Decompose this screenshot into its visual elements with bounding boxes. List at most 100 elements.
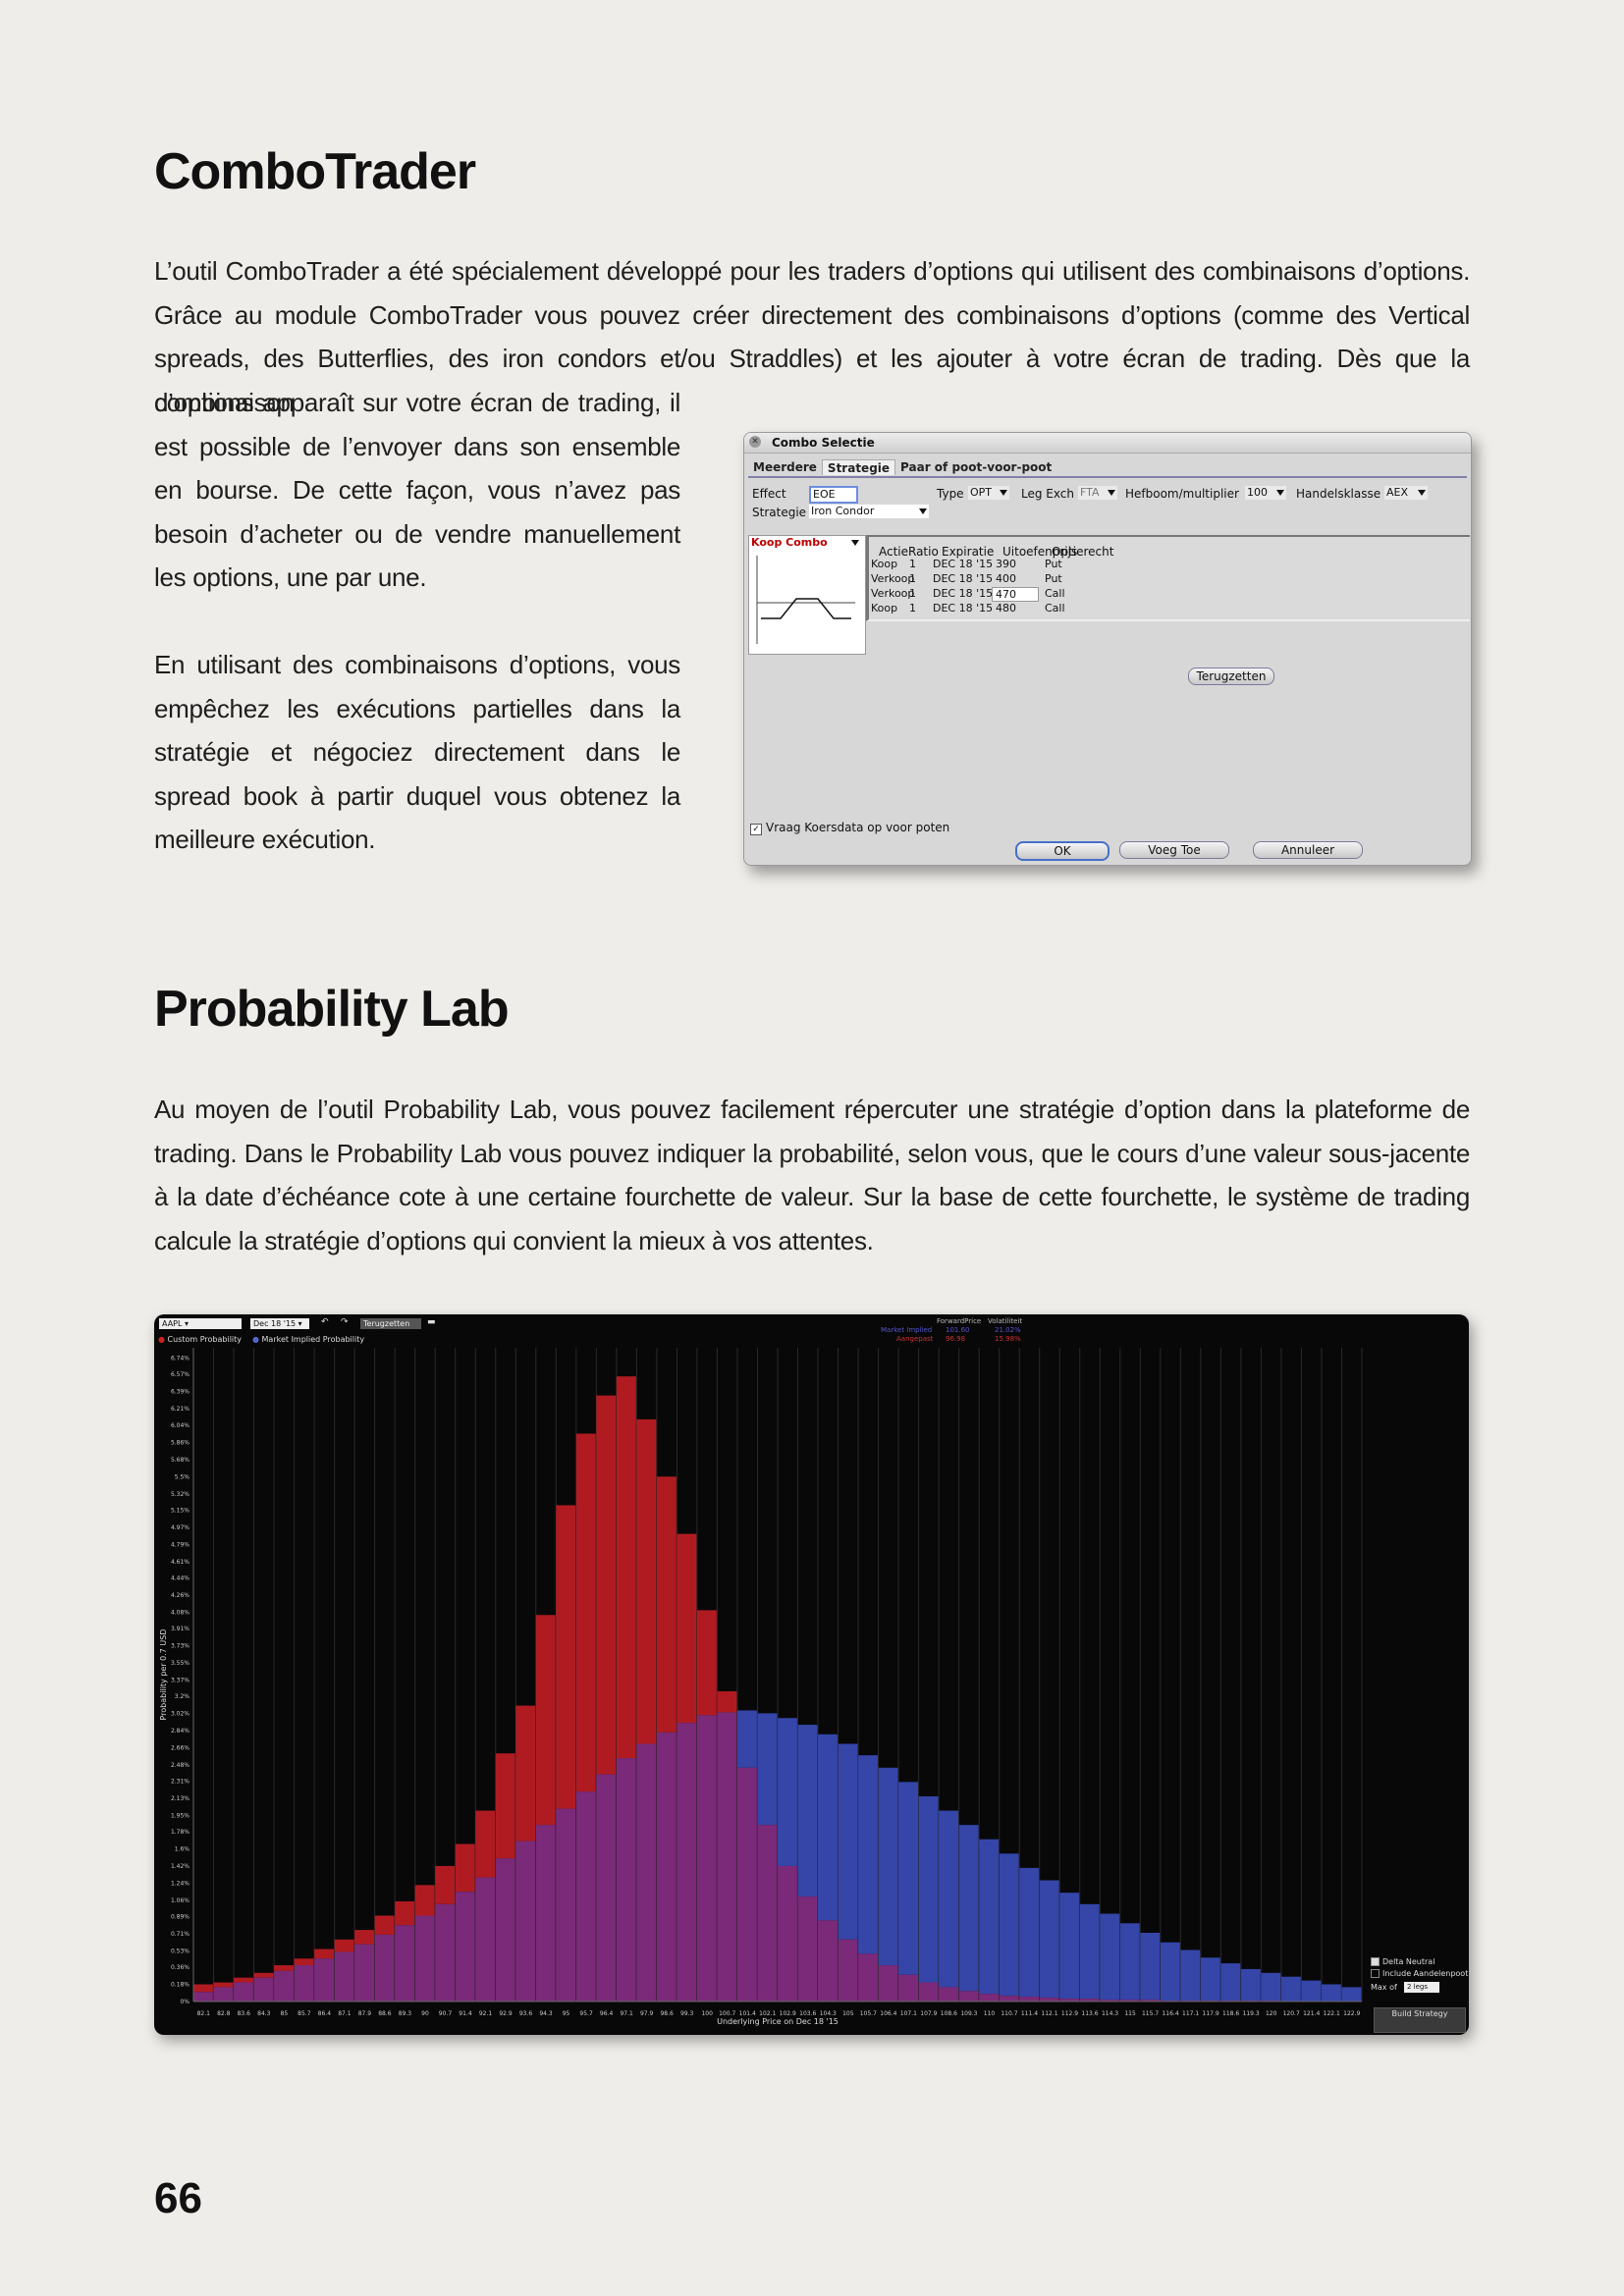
overlap-bar xyxy=(515,1841,536,2002)
y-tick-label: 1.6% xyxy=(175,1845,190,1852)
cancel-button[interactable]: Annuleer xyxy=(1253,841,1363,859)
custom-bar xyxy=(314,1949,335,1959)
overlap-bar xyxy=(797,1896,818,2002)
tab-paar[interactable]: Paar of poot-voor-poot xyxy=(900,460,1053,474)
symbol-select[interactable]: AAPL ▾ xyxy=(159,1318,242,1329)
undo-icon[interactable]: ↶ xyxy=(321,1317,329,1327)
type-label: Type xyxy=(937,487,964,501)
camera-icon[interactable]: ▬ xyxy=(427,1317,436,1327)
custom-bar xyxy=(696,1610,717,1716)
payoff-diagram xyxy=(756,556,855,644)
market-bar xyxy=(898,1782,919,1975)
y-tick-label: 0.89% xyxy=(171,1913,189,1920)
class-value: AEX xyxy=(1386,486,1409,499)
overlap-bar xyxy=(596,1774,617,2002)
effect-field[interactable]: EOE xyxy=(809,486,858,504)
y-tick-label: 0.71% xyxy=(171,1931,189,1938)
expiry-select[interactable]: Dec 18 '15 ▾ xyxy=(250,1318,309,1329)
page-number: 66 xyxy=(154,2174,202,2222)
custom-bar xyxy=(193,1984,213,1993)
overlap-bar xyxy=(395,1925,415,2002)
market-bar xyxy=(1039,1880,1059,1999)
custom-dot-icon: ● xyxy=(158,1335,165,1344)
market-bar xyxy=(1200,1957,1220,2002)
tab-bar: Meerdere Strategie Paar of poot-voor-poo… xyxy=(748,459,1056,475)
market-bar xyxy=(878,1767,898,1966)
x-tick-label: 82.8 xyxy=(217,2010,231,2017)
market-bar xyxy=(1341,1987,1362,2002)
market-bar xyxy=(1100,1913,1120,2001)
overlap-bar xyxy=(234,1982,253,2002)
market-bar xyxy=(1119,1923,1140,2001)
market-bar xyxy=(1059,1893,1080,2000)
custom-bar xyxy=(435,1865,456,1904)
leg-actie: Verkoop xyxy=(871,587,915,600)
overlap-bar xyxy=(1039,1998,1059,2002)
custom-bar xyxy=(596,1395,617,1775)
y-tick-label: 4.97% xyxy=(171,1524,189,1531)
leg-ratio: 1 xyxy=(909,558,916,570)
tab-strategie[interactable]: Strategie xyxy=(821,459,896,475)
probability-chart[interactable]: 0% 0.18% 0.36% 0.53% 0.71% 0.89% 1.06% 1.24% 1.4… xyxy=(154,1314,1469,2035)
overlap-bar xyxy=(314,1958,335,2002)
y-tick-label: 1.06% xyxy=(171,1897,189,1904)
legend-custom[interactable]: ● Custom Probability xyxy=(158,1335,242,1344)
symbol-value: AAPL xyxy=(162,1319,183,1328)
leg-expiratie: DEC 18 '15 xyxy=(933,558,994,570)
y-tick-label: 3.02% xyxy=(171,1710,189,1717)
build-strategy-button[interactable]: Build Strategy xyxy=(1374,2007,1466,2033)
x-tick-label: 119.3 xyxy=(1243,2010,1260,2017)
x-tick-label: 87.1 xyxy=(338,2010,352,2017)
y-tick-label: 0.53% xyxy=(171,1948,189,1954)
custom-bar xyxy=(656,1476,677,1733)
class-select[interactable]: AEX xyxy=(1384,486,1428,500)
max-legs-select[interactable]: 2 legs xyxy=(1404,1982,1439,1993)
reset-button[interactable]: Terugzetten xyxy=(1188,667,1274,685)
col-actie: Actie xyxy=(879,545,909,559)
x-tick-label: 118.6 xyxy=(1222,2010,1239,2017)
overlap-bar xyxy=(334,1951,354,2002)
koop-combo-select[interactable]: Koop Combo xyxy=(749,536,861,550)
x-tick-label: 115 xyxy=(1124,2010,1136,2017)
multiplier-select[interactable]: 100 xyxy=(1245,486,1286,500)
tab-meerdere[interactable]: Meerdere xyxy=(753,460,817,474)
y-tick-label: 6.21% xyxy=(171,1406,189,1413)
lab-reset-button[interactable]: Terugzetten xyxy=(360,1318,421,1329)
market-bar xyxy=(1301,1980,1322,2002)
close-icon[interactable]: ✕ xyxy=(749,436,761,448)
add-button[interactable]: Voeg Toe xyxy=(1119,841,1229,859)
strategy-select[interactable]: Iron Condor xyxy=(809,505,929,518)
overlap-bar xyxy=(414,1915,435,2002)
overlap-bar xyxy=(616,1758,636,2002)
include-stock-option[interactable]: Include Aandelenpoot xyxy=(1371,1969,1468,1978)
market-bar xyxy=(1019,1867,1040,1998)
leg-actie: Koop xyxy=(871,558,898,570)
leg-exch-value: FTA xyxy=(1080,486,1100,499)
leg-exch-select[interactable]: FTA xyxy=(1078,486,1117,500)
overlap-bar xyxy=(656,1732,677,2002)
window-titlebar: ✕ Combo Selectie xyxy=(744,433,1471,454)
ok-button[interactable]: OK xyxy=(1015,841,1110,861)
leg-ratio: 1 xyxy=(909,602,916,614)
y-tick-label: 2.66% xyxy=(171,1744,189,1751)
x-tick-label: 101.4 xyxy=(739,2010,756,2017)
leg-actie: Verkoop xyxy=(871,572,915,585)
overlap-bar xyxy=(858,1953,878,2002)
overlap-bar xyxy=(294,1965,314,2002)
overlap-bar xyxy=(495,1858,515,2002)
y-tick-label: 6.39% xyxy=(171,1389,189,1396)
leg-actie: Koop xyxy=(871,602,898,614)
type-select[interactable]: OPT xyxy=(968,486,1009,500)
y-tick-label: 4.08% xyxy=(171,1609,189,1616)
delta-neutral-option[interactable]: Delta Neutral xyxy=(1371,1957,1435,1966)
chevron-down-icon xyxy=(851,540,859,546)
market-bar xyxy=(1261,1972,1281,2002)
custom-bar xyxy=(575,1433,596,1792)
x-tick-label: 113.6 xyxy=(1081,2010,1098,2017)
x-tick-label: 112.9 xyxy=(1061,2010,1078,2017)
redo-icon[interactable]: ↷ xyxy=(341,1317,349,1327)
legend-market[interactable]: ● Market Implied Probability xyxy=(252,1335,364,1344)
overlap-bar xyxy=(838,1939,858,2002)
quote-data-checkbox[interactable]: ✓ Vraag Koersdata op voor poten xyxy=(750,821,949,835)
leg-strike[interactable]: 470 xyxy=(992,587,1039,602)
